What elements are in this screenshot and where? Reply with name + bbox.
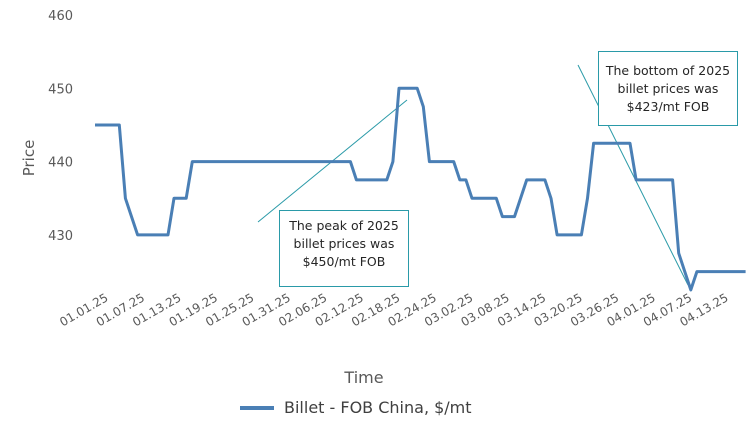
y-tick-label: 460	[48, 9, 73, 24]
legend: Billet - FOB China, $/mt	[240, 398, 472, 417]
legend-swatch	[240, 405, 274, 410]
x-axis-title: Time	[343, 368, 383, 387]
series-line	[95, 86, 746, 292]
bottom-annotation: The bottom of 2025 billet prices was $42…	[598, 51, 738, 126]
peak-annotation: The peak of 2025 billet prices was $450/…	[279, 210, 409, 287]
x-axis-ticks: 01.01.2501.07.2501.13.2501.19.2501.25.25…	[57, 290, 730, 329]
y-tick-label: 430	[48, 229, 73, 244]
y-tick-label: 440	[48, 156, 73, 171]
y-tick-label: 450	[48, 82, 73, 97]
series-group	[95, 86, 746, 292]
legend-label: Billet - FOB China, $/mt	[284, 398, 472, 417]
y-axis-ticks: 460 450 440 430	[48, 9, 73, 244]
y-axis-title: Price	[20, 140, 38, 177]
bottom-leader-line	[577, 64, 689, 286]
